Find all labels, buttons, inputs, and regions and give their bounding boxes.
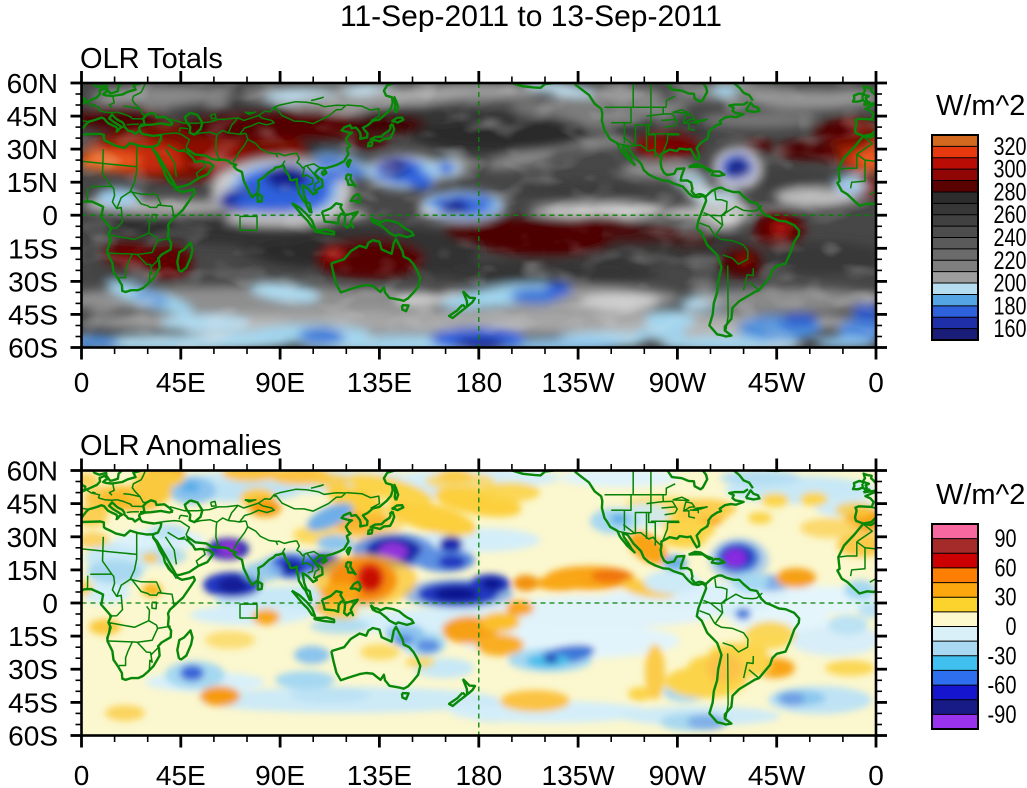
svg-text:0: 0 [42,200,58,231]
svg-text:180: 180 [455,760,502,788]
svg-text:45E: 45E [156,760,206,788]
svg-text:0: 0 [1006,613,1017,641]
svg-text:135W: 135W [542,760,616,788]
svg-text:15S: 15S [8,233,58,264]
svg-text:15N: 15N [7,167,58,198]
svg-text:OLR Totals: OLR Totals [80,43,223,75]
svg-text:45S: 45S [8,299,58,330]
svg-text:260: 260 [994,201,1027,229]
svg-text:0: 0 [868,367,884,398]
svg-text:-30: -30 [988,642,1017,670]
svg-text:30S: 30S [8,266,58,297]
svg-text:45N: 45N [7,489,58,520]
svg-text:30N: 30N [7,522,58,553]
svg-text:30: 30 [995,584,1017,612]
svg-text:45E: 45E [156,367,206,398]
svg-text:280: 280 [994,178,1027,206]
svg-text:0: 0 [74,367,90,398]
svg-text:135E: 135E [347,760,412,788]
svg-text:320: 320 [994,133,1027,161]
svg-text:-90: -90 [988,701,1017,729]
svg-text:60: 60 [995,554,1017,582]
svg-text:90W: 90W [649,760,707,788]
svg-text:W/m^2: W/m^2 [936,479,1025,511]
svg-text:180: 180 [994,292,1027,320]
svg-text:30S: 30S [8,654,58,685]
svg-text:0: 0 [42,588,58,619]
svg-text:135W: 135W [542,367,616,398]
svg-text:30N: 30N [7,134,58,165]
svg-text:45W: 45W [748,367,806,398]
svg-text:90E: 90E [255,760,305,788]
svg-text:200: 200 [994,270,1027,298]
svg-text:0: 0 [74,760,90,788]
svg-text:60N: 60N [7,68,58,99]
svg-text:90: 90 [995,525,1017,553]
svg-text:-60: -60 [988,672,1017,700]
svg-text:220: 220 [994,247,1027,275]
svg-text:60S: 60S [8,333,58,364]
svg-text:60N: 60N [7,456,58,487]
svg-text:160: 160 [994,315,1027,343]
svg-text:300: 300 [994,156,1027,184]
svg-text:45S: 45S [8,687,58,718]
svg-text:15S: 15S [8,621,58,652]
svg-text:45W: 45W [748,760,806,788]
svg-text:0: 0 [868,760,884,788]
svg-text:15N: 15N [7,555,58,586]
svg-text:W/m^2: W/m^2 [936,90,1025,122]
svg-text:240: 240 [994,224,1027,252]
svg-text:90W: 90W [649,367,707,398]
svg-text:180: 180 [455,367,502,398]
svg-text:11-Sep-2011 to 13-Sep-2011: 11-Sep-2011 to 13-Sep-2011 [340,0,722,33]
svg-text:90E: 90E [255,367,305,398]
svg-text:45N: 45N [7,101,58,132]
svg-text:OLR Anomalies: OLR Anomalies [80,430,282,462]
svg-text:135E: 135E [347,367,412,398]
svg-text:60S: 60S [8,721,58,752]
